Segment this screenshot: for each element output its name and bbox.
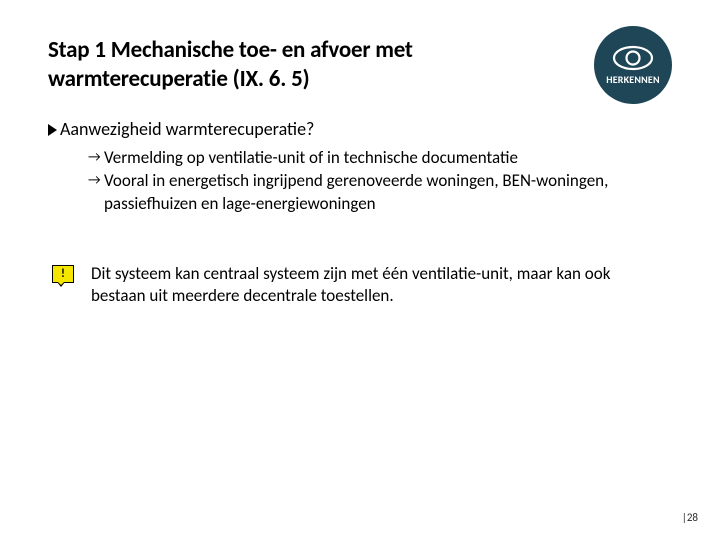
exclaim-glyph: ! [61, 268, 65, 280]
recognize-badge: HERKENNEN [594, 26, 672, 104]
bullet-triangle-icon [48, 122, 60, 141]
note-callout-icon: ! [52, 265, 79, 289]
sub-bullet-row: → Vermelding op ventilatie-unit of in te… [88, 147, 672, 169]
main-bullet-text: Aanwezigheid warmterecuperatie? [60, 118, 314, 141]
slide-title: Stap 1 Mechanische toe- en afvoer met wa… [48, 36, 568, 94]
note-text: Dit systeem kan centraal systeem zijn me… [91, 263, 661, 307]
badge-label: HERKENNEN [606, 73, 660, 86]
arrow-icon: → [88, 147, 104, 167]
header-row: Stap 1 Mechanische toe- en afvoer met wa… [48, 36, 672, 104]
sub-bullet-row: → Vooral in energetisch ingrijpend geren… [88, 170, 672, 214]
note-row: ! Dit systeem kan centraal systeem zijn … [48, 263, 672, 307]
slide-container: Stap 1 Mechanische toe- en afvoer met wa… [0, 0, 720, 540]
page-number: |28 [682, 511, 698, 524]
sub-bullet-text: Vermelding op ventilatie-unit of in tech… [104, 147, 518, 169]
main-bullet-row: Aanwezigheid warmterecuperatie? [48, 118, 672, 141]
sub-bullet-text: Vooral in energetisch ingrijpend gerenov… [104, 170, 672, 214]
arrow-icon: → [88, 170, 104, 190]
eye-icon [612, 45, 654, 71]
